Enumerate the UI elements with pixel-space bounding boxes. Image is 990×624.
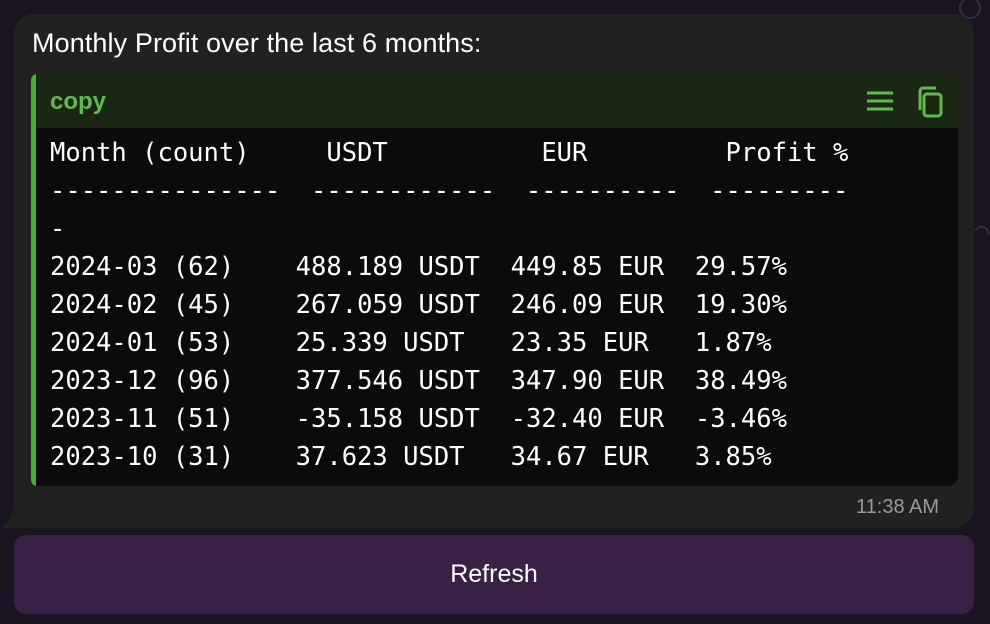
separator-line: --------------- ------------ ---------- … (50, 176, 849, 206)
bubble-tail (0, 500, 20, 528)
wrap-lines-icon[interactable] (866, 90, 894, 112)
row-usdt: -35.158 USDT (295, 404, 480, 434)
refresh-button-label: Refresh (450, 560, 538, 588)
code-language-label[interactable]: copy (50, 88, 107, 115)
row-eur: 449.85 EUR (510, 252, 665, 282)
row-eur: -32.40 EUR (510, 404, 665, 434)
row-usdt: 377.546 USDT (295, 366, 480, 396)
row-profit: 1.87% (694, 328, 772, 358)
row-month: 2023-10 (31) (50, 442, 235, 472)
code-block-header: copy (36, 74, 958, 128)
row-eur: 34.67 EUR (510, 442, 649, 472)
row-eur: 246.09 EUR (510, 290, 665, 320)
row-eur: 347.90 EUR (510, 366, 665, 396)
row-profit: -3.46% (694, 404, 787, 434)
col-header-usdt: USDT (326, 138, 388, 168)
row-month: 2024-03 (62) (50, 252, 235, 282)
row-usdt: 25.339 USDT (295, 328, 465, 358)
row-month: 2023-12 (96) (50, 366, 235, 396)
row-usdt: 488.189 USDT (295, 252, 480, 282)
row-usdt: 267.059 USDT (295, 290, 480, 320)
row-month: 2024-02 (45) (50, 290, 235, 320)
row-profit: 19.30% (694, 290, 787, 320)
message-title: Monthly Profit over the last 6 months: (32, 28, 482, 58)
col-header-month: Month (count) (50, 138, 250, 168)
col-header-profit: Profit % (725, 138, 849, 168)
row-month: 2023-11 (51) (50, 404, 235, 434)
code-table: Month (count) USDT EUR Profit % --------… (50, 134, 848, 476)
col-header-eur: EUR (541, 138, 588, 168)
row-profit: 38.49% (694, 366, 787, 396)
code-block-accent (31, 74, 36, 486)
row-usdt: 37.623 USDT (295, 442, 465, 472)
message-timestamp: 11:38 AM (856, 496, 940, 518)
code-block: copy Month (count) USDT EUR Profit % ---… (31, 74, 958, 486)
row-month: 2024-01 (53) (50, 328, 235, 358)
row-profit: 29.57% (694, 252, 787, 282)
refresh-button[interactable]: Refresh (14, 535, 974, 614)
row-profit: 3.85% (694, 442, 772, 472)
copy-icon[interactable] (916, 86, 944, 118)
row-eur: 23.35 EUR (510, 328, 649, 358)
separator-wrap: - (50, 214, 66, 244)
